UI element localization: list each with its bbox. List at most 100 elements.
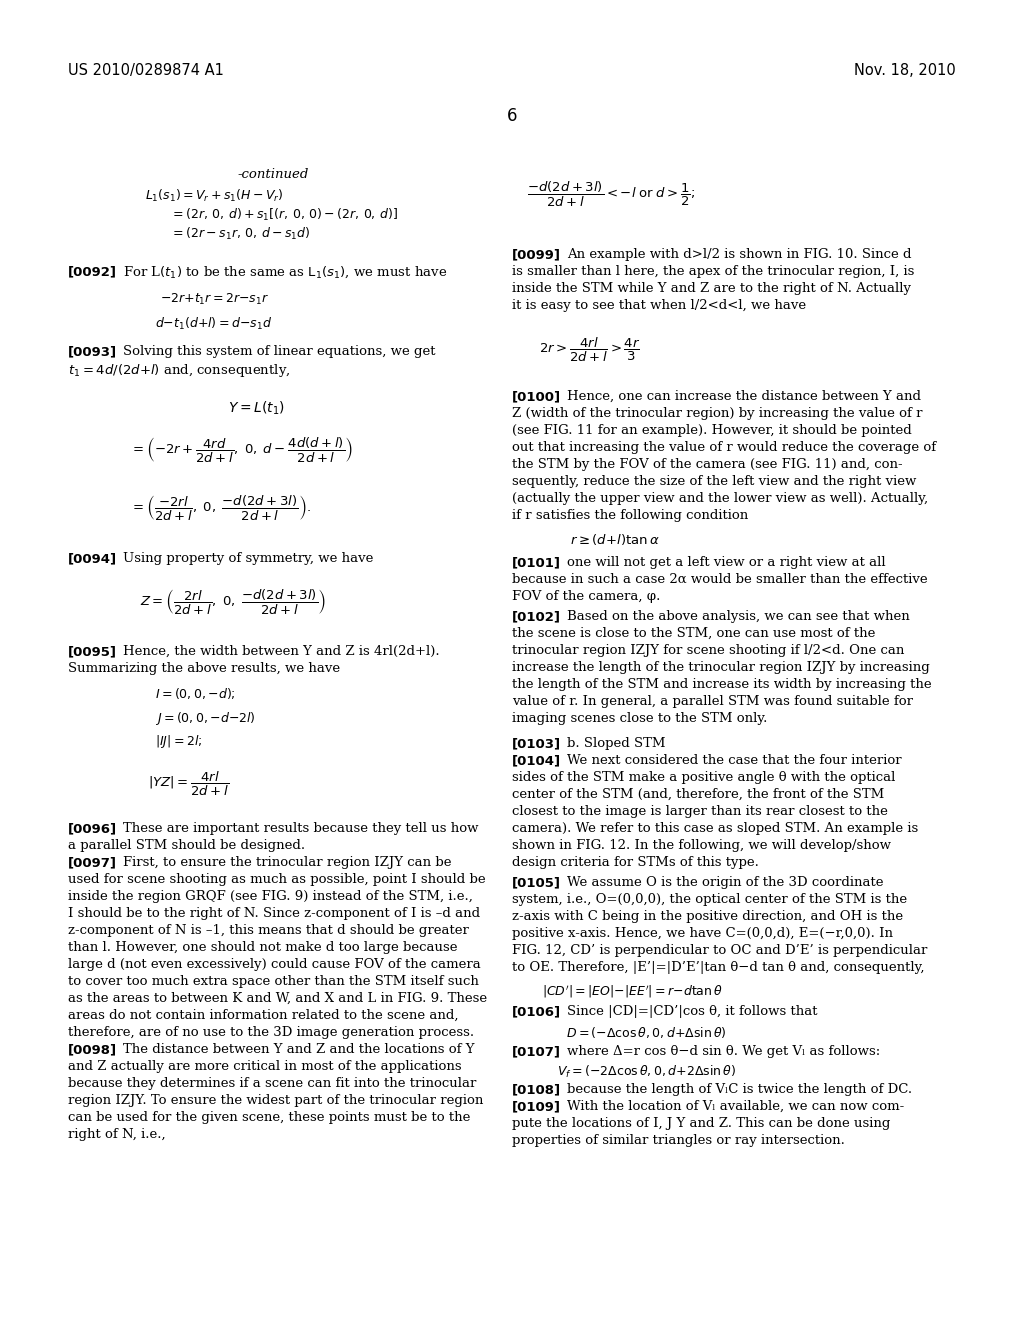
Text: positive x-axis. Hence, we have C=(0,0,d), E=(−r,0,0). In: positive x-axis. Hence, we have C=(0,0,d… <box>512 927 893 940</box>
Text: and Z actually are more critical in most of the applications: and Z actually are more critical in most… <box>68 1060 462 1073</box>
Text: where Δ=r cos θ−d sin θ. We get Vₗ as follows:: where Δ=r cos θ−d sin θ. We get Vₗ as fo… <box>567 1045 881 1059</box>
Text: [0093]: [0093] <box>68 345 117 358</box>
Text: the STM by the FOV of the camera (see FIG. 11) and, con-: the STM by the FOV of the camera (see FI… <box>512 458 902 471</box>
Text: $d{-}t_1(d{+}l){=}d{-}s_1d$: $d{-}t_1(d{+}l){=}d{-}s_1d$ <box>155 315 272 333</box>
Text: areas do not contain information related to the scene and,: areas do not contain information related… <box>68 1008 459 1022</box>
Text: First, to ensure the trinocular region IZJY can be: First, to ensure the trinocular region I… <box>123 855 452 869</box>
Text: $D{=}({-}\Delta\cos\theta,0,d{+}\Delta\sin\theta)$: $D{=}({-}\Delta\cos\theta,0,d{+}\Delta\s… <box>566 1026 727 1040</box>
Text: the length of the STM and increase its width by increasing the: the length of the STM and increase its w… <box>512 678 932 690</box>
Text: trinocular region IZJY for scene shooting if l/2<d. One can: trinocular region IZJY for scene shootin… <box>512 644 904 657</box>
Text: An example with d>l/2 is shown in FIG. 10. Since d: An example with d>l/2 is shown in FIG. 1… <box>567 248 911 261</box>
Text: We next considered the case that the four interior: We next considered the case that the fou… <box>567 754 901 767</box>
Text: imaging scenes close to the STM only.: imaging scenes close to the STM only. <box>512 711 767 725</box>
Text: I should be to the right of N. Since z-component of I is –d and: I should be to the right of N. Since z-c… <box>68 907 480 920</box>
Text: $= (2r,\, 0,\, d) + s_1[(r,\, 0,\, 0) - (2r,\, 0,\, d)]$: $= (2r,\, 0,\, d) + s_1[(r,\, 0,\, 0) - … <box>170 207 398 223</box>
Text: to cover too much extra space other than the STM itself such: to cover too much extra space other than… <box>68 975 479 987</box>
Text: $L_1(s_1) = V_r + s_1(H - V_r)$: $L_1(s_1) = V_r + s_1(H - V_r)$ <box>145 187 284 205</box>
Text: region IZJY. To ensure the widest part of the trinocular region: region IZJY. To ensure the widest part o… <box>68 1094 483 1107</box>
Text: camera). We refer to this case as sloped STM. An example is: camera). We refer to this case as sloped… <box>512 822 919 836</box>
Text: [0106]: [0106] <box>512 1005 561 1018</box>
Text: out that increasing the value of r would reduce the coverage of: out that increasing the value of r would… <box>512 441 936 454</box>
Text: [0098]: [0098] <box>68 1043 117 1056</box>
Text: it is easy to see that when l/2<d<l, we have: it is easy to see that when l/2<d<l, we … <box>512 300 806 312</box>
Text: Using property of symmetry, we have: Using property of symmetry, we have <box>123 552 374 565</box>
Text: $|YZ| = \dfrac{4rl}{2d+l}$: $|YZ| = \dfrac{4rl}{2d+l}$ <box>148 770 229 799</box>
Text: one will not get a left view or a right view at all: one will not get a left view or a right … <box>567 556 886 569</box>
Text: [0103]: [0103] <box>512 737 561 750</box>
Text: For L$(t_1)$ to be the same as $\mathrm{L}_1(s_1)$, we must have: For L$(t_1)$ to be the same as $\mathrm{… <box>123 265 447 280</box>
Text: [0107]: [0107] <box>512 1045 561 1059</box>
Text: if r satisfies the following condition: if r satisfies the following condition <box>512 510 749 521</box>
Text: Summarizing the above results, we have: Summarizing the above results, we have <box>68 663 340 675</box>
Text: $Y = L(t_1)$: $Y = L(t_1)$ <box>228 400 285 417</box>
Text: [0105]: [0105] <box>512 876 561 888</box>
Text: [0100]: [0100] <box>512 389 561 403</box>
Text: shown in FIG. 12. In the following, we will develop/show: shown in FIG. 12. In the following, we w… <box>512 840 891 851</box>
Text: Hence, one can increase the distance between Y and: Hence, one can increase the distance bet… <box>567 389 921 403</box>
Text: $= \left(-2r + \dfrac{4rd}{2d+l},\; 0,\; d - \dfrac{4d(d+l)}{2d+l}\right)$: $= \left(-2r + \dfrac{4rd}{2d+l},\; 0,\;… <box>130 436 353 465</box>
Text: z-axis with C being in the positive direction, and OH is the: z-axis with C being in the positive dire… <box>512 909 903 923</box>
Text: US 2010/0289874 A1: US 2010/0289874 A1 <box>68 63 224 78</box>
Text: [0097]: [0097] <box>68 855 117 869</box>
Text: because in such a case 2α would be smaller than the effective: because in such a case 2α would be small… <box>512 573 928 586</box>
Text: b. Sloped STM: b. Sloped STM <box>567 737 666 750</box>
Text: [0099]: [0099] <box>512 248 561 261</box>
Text: [0108]: [0108] <box>512 1082 561 1096</box>
Text: the scene is close to the STM, one can use most of the: the scene is close to the STM, one can u… <box>512 627 876 640</box>
Text: $I{=}(0,0,{-}d);$: $I{=}(0,0,{-}d);$ <box>155 686 236 701</box>
Text: pute the locations of I, J Y and Z. This can be done using: pute the locations of I, J Y and Z. This… <box>512 1117 891 1130</box>
Text: [0109]: [0109] <box>512 1100 561 1113</box>
Text: used for scene shooting as much as possible, point I should be: used for scene shooting as much as possi… <box>68 873 485 886</box>
Text: $r{\geq}(d{+}l)\tan\alpha$: $r{\geq}(d{+}l)\tan\alpha$ <box>570 532 659 546</box>
Text: We assume O is the origin of the 3D coordinate: We assume O is the origin of the 3D coor… <box>567 876 884 888</box>
Text: FIG. 12, CD’ is perpendicular to OC and D’E’ is perpendicular: FIG. 12, CD’ is perpendicular to OC and … <box>512 944 928 957</box>
Text: $t_1{=}4d/(2d{+}l)$ and, consequently,: $t_1{=}4d/(2d{+}l)$ and, consequently, <box>68 362 291 379</box>
Text: (see FIG. 11 for an example). However, it should be pointed: (see FIG. 11 for an example). However, i… <box>512 424 911 437</box>
Text: [0096]: [0096] <box>68 822 117 836</box>
Text: $V_f{=}({-}2\Delta\cos\theta,0,d{+}2\Delta\sin\theta)$: $V_f{=}({-}2\Delta\cos\theta,0,d{+}2\Del… <box>557 1064 736 1080</box>
Text: as the areas to between K and W, and X and L in FIG. 9. These: as the areas to between K and W, and X a… <box>68 993 487 1005</box>
Text: $-2r{+}t_1r{=}2r{-}s_1r$: $-2r{+}t_1r{=}2r{-}s_1r$ <box>160 292 269 308</box>
Text: $|IJ|{=}2l;$: $|IJ|{=}2l;$ <box>155 733 203 750</box>
Text: (actually the upper view and the lower view as well). Actually,: (actually the upper view and the lower v… <box>512 492 928 506</box>
Text: $2r > \dfrac{4rl}{2d+l} > \dfrac{4r}{3}$: $2r > \dfrac{4rl}{2d+l} > \dfrac{4r}{3}$ <box>539 337 640 364</box>
Text: inside the STM while Y and Z are to the right of N. Actually: inside the STM while Y and Z are to the … <box>512 282 911 294</box>
Text: Nov. 18, 2010: Nov. 18, 2010 <box>854 63 956 78</box>
Text: can be used for the given scene, these points must be to the: can be used for the given scene, these p… <box>68 1111 470 1125</box>
Text: [0101]: [0101] <box>512 556 561 569</box>
Text: Hence, the width between Y and Z is 4rl(2d+l).: Hence, the width between Y and Z is 4rl(… <box>123 645 439 657</box>
Text: [0104]: [0104] <box>512 754 561 767</box>
Text: large d (not even excessively) could cause FOV of the camera: large d (not even excessively) could cau… <box>68 958 480 972</box>
Text: increase the length of the trinocular region IZJY by increasing: increase the length of the trinocular re… <box>512 661 930 675</box>
Text: 6: 6 <box>507 107 517 125</box>
Text: $\dfrac{-d(2d+3l)}{2d+l} < -l\; \mathrm{or}\; d > \dfrac{1}{2};$: $\dfrac{-d(2d+3l)}{2d+l} < -l\; \mathrm{… <box>527 180 695 209</box>
Text: system, i.e., O=(0,0,0), the optical center of the STM is the: system, i.e., O=(0,0,0), the optical cen… <box>512 894 907 906</box>
Text: Solving this system of linear equations, we get: Solving this system of linear equations,… <box>123 345 435 358</box>
Text: closest to the image is larger than its rear closest to the: closest to the image is larger than its … <box>512 805 888 818</box>
Text: sequently, reduce the size of the left view and the right view: sequently, reduce the size of the left v… <box>512 475 916 488</box>
Text: z-component of N is –1, this means that d should be greater: z-component of N is –1, this means that … <box>68 924 469 937</box>
Text: [0102]: [0102] <box>512 610 561 623</box>
Text: right of N, i.e.,: right of N, i.e., <box>68 1129 166 1140</box>
Text: FOV of the camera, φ.: FOV of the camera, φ. <box>512 590 660 603</box>
Text: $Z = \left(\dfrac{2rl}{2d+l},\; 0,\; \dfrac{-d(2d+3l)}{2d+l}\right)$: $Z = \left(\dfrac{2rl}{2d+l},\; 0,\; \df… <box>140 587 327 618</box>
Text: $= \left(\dfrac{-2rl}{2d+l},\; 0,\; \dfrac{-d(2d+3l)}{2d+l}\right).$: $= \left(\dfrac{-2rl}{2d+l},\; 0,\; \dfr… <box>130 494 311 523</box>
Text: inside the region GRQF (see FIG. 9) instead of the STM, i.e.,: inside the region GRQF (see FIG. 9) inst… <box>68 890 473 903</box>
Text: than l. However, one should not make d too large because: than l. However, one should not make d t… <box>68 941 458 954</box>
Text: center of the STM (and, therefore, the front of the STM: center of the STM (and, therefore, the f… <box>512 788 885 801</box>
Text: sides of the STM make a positive angle θ with the optical: sides of the STM make a positive angle θ… <box>512 771 895 784</box>
Text: to OE. Therefore, |E’|=|D’E’|tan θ−d tan θ and, consequently,: to OE. Therefore, |E’|=|D’E’|tan θ−d tan… <box>512 961 925 974</box>
Text: These are important results because they tell us how: These are important results because they… <box>123 822 478 836</box>
Text: $|CD'|{=}|EO|{-}|EE'|{=}r{-}d\tan\theta$: $|CD'|{=}|EO|{-}|EE'|{=}r{-}d\tan\theta$ <box>542 983 723 999</box>
Text: $= (2r - s_1r,\, 0,\, d - s_1d)$: $= (2r - s_1r,\, 0,\, d - s_1d)$ <box>170 226 310 242</box>
Text: Since |CD|=|CD’|cos θ, it follows that: Since |CD|=|CD’|cos θ, it follows that <box>567 1005 817 1018</box>
Text: is smaller than l here, the apex of the trinocular region, I, is: is smaller than l here, the apex of the … <box>512 265 914 279</box>
Text: therefore, are of no use to the 3D image generation process.: therefore, are of no use to the 3D image… <box>68 1026 474 1039</box>
Text: because the length of VₗC is twice the length of DC.: because the length of VₗC is twice the l… <box>567 1082 912 1096</box>
Text: The distance between Y and Z and the locations of Y: The distance between Y and Z and the loc… <box>123 1043 474 1056</box>
Text: [0092]: [0092] <box>68 265 117 279</box>
Text: a parallel STM should be designed.: a parallel STM should be designed. <box>68 840 305 851</box>
Text: value of r. In general, a parallel STM was found suitable for: value of r. In general, a parallel STM w… <box>512 696 913 708</box>
Text: Based on the above analysis, we can see that when: Based on the above analysis, we can see … <box>567 610 909 623</box>
Text: -continued: -continued <box>238 168 308 181</box>
